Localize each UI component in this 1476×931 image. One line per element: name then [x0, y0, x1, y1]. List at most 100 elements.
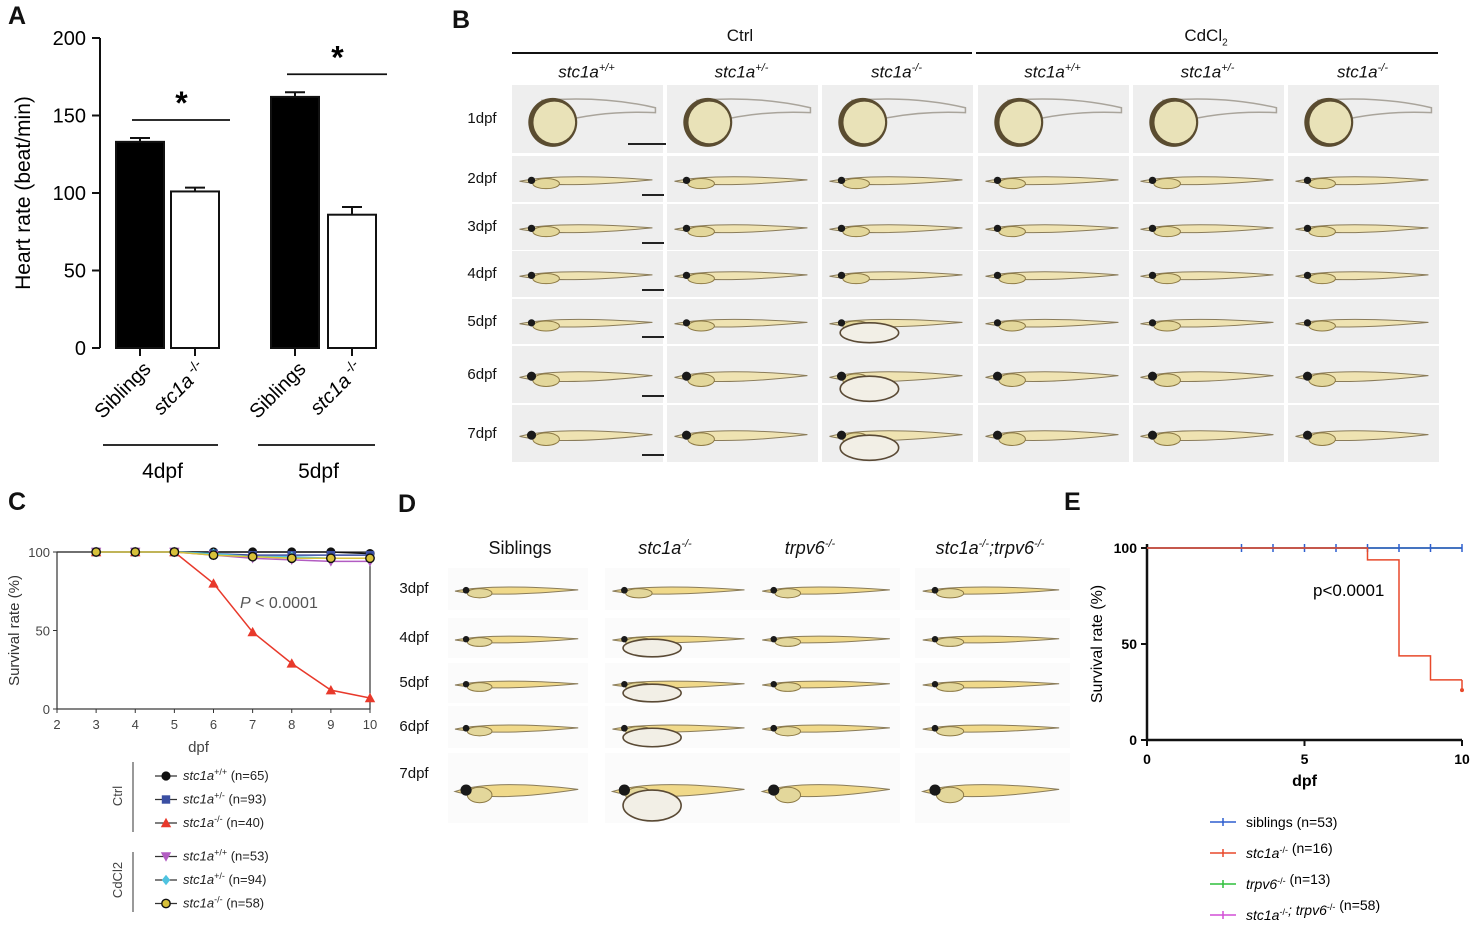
data-point: [161, 795, 171, 804]
embryo-image: [755, 753, 900, 823]
series-line: [96, 551, 370, 560]
embryo-image: [512, 85, 663, 153]
embryo-image: [978, 156, 1129, 202]
p-value-annotation: P < 0.0001: [240, 595, 318, 612]
embryo-image: [667, 346, 818, 403]
data-point: [208, 550, 219, 561]
embryo-image: [448, 618, 588, 658]
embryo-image: [755, 618, 900, 658]
scale-bar: [628, 143, 666, 145]
x-tick-label: stc1a -/-: [147, 356, 211, 420]
embryo-image: [512, 204, 663, 250]
x-tick-label: 0: [1143, 751, 1151, 767]
embryo-image: [1288, 85, 1439, 153]
embryo-image: [755, 706, 900, 748]
y-tick-label: 0: [1129, 732, 1137, 748]
embryo-image: [1288, 405, 1439, 462]
embryo-image: [1133, 156, 1284, 202]
group-label: 5dpf: [298, 460, 339, 483]
legend-label: stc1a+/- (n=94): [183, 871, 266, 887]
p-value-annotation: p<0.0001: [1313, 581, 1384, 600]
embryo-image: [512, 405, 663, 462]
y-tick-label: 150: [53, 106, 86, 128]
scale-bar: [642, 194, 664, 196]
data-point: [160, 852, 172, 862]
data-point: [247, 626, 258, 637]
embryo-image: [667, 299, 818, 344]
dpf-row-label: 5dpf: [399, 674, 429, 691]
embryo-image: [822, 346, 973, 403]
legend-label: stc1a-/- (n=16): [1246, 840, 1333, 861]
genotype-header: stc1a-/-: [870, 62, 923, 82]
embryo-image: [755, 663, 900, 703]
embryo-image: [822, 405, 973, 462]
embryo-image: [605, 618, 755, 658]
x-tick-label: 9: [327, 717, 334, 732]
embryo-image: [512, 346, 663, 403]
dpf-row-label: 6dpf: [399, 718, 429, 735]
embryo-image: [822, 299, 973, 344]
embryo-image: [1288, 251, 1439, 297]
genotype-header: stc1a+/-: [1180, 62, 1235, 82]
embryo-image: [915, 706, 1070, 748]
embryo-image: [605, 706, 755, 748]
y-axis-label: Heart rate (beat/min): [12, 96, 35, 290]
x-tick-label: 2: [53, 717, 60, 732]
embryo-image: [448, 753, 588, 823]
embryo-image: [1133, 299, 1284, 344]
embryo-image: [667, 85, 818, 153]
embryo-image: [978, 299, 1129, 344]
legend-label: stc1a+/+ (n=53): [183, 848, 269, 864]
legend-label: stc1a-/- (n=58): [183, 895, 264, 911]
embryo-image: [822, 251, 973, 297]
dpf-row-label: 7dpf: [467, 424, 497, 442]
legend-group-ctrl: Ctrl: [110, 786, 125, 806]
genotype-header: stc1a+/+: [558, 62, 615, 82]
data-point: [161, 898, 171, 909]
survival-line: [1147, 547, 1462, 681]
condition-cdcl2-header: CdCl2: [1184, 26, 1228, 49]
embryo-image: [667, 251, 818, 297]
bar: [115, 140, 165, 349]
data-point: [365, 553, 375, 564]
scale-bar: [642, 336, 664, 338]
embryo-image: [755, 568, 900, 610]
embryo-image: [978, 405, 1129, 462]
y-tick-label: 100: [53, 183, 86, 205]
bar: [170, 190, 220, 349]
legend-label: stc1a-/-; trpv6-/- (n=58): [1246, 897, 1380, 923]
column-header: stc1a-/-: [638, 538, 692, 558]
embryo-image: [978, 204, 1129, 250]
y-tick-label: 50: [36, 624, 50, 639]
x-tick-label: stc1a -/-: [304, 356, 368, 420]
x-tick-label: 5: [1301, 751, 1309, 767]
column-header: trpv6-/-: [784, 538, 836, 558]
panel-b-embryo-grid: Ctrl CdCl2 stc1a+/+ stc1a+/- stc1a-/- stc1a…: [467, 20, 1440, 465]
embryo-image: [605, 753, 755, 823]
data-point: [130, 547, 141, 557]
embryo-image: [605, 663, 755, 703]
embryo-image: [915, 753, 1070, 823]
data-point: [161, 874, 171, 886]
x-tick-label: 10: [363, 717, 377, 732]
legend-label: stc1a-/- (n=40): [183, 814, 264, 830]
legend-label: stc1a+/- (n=93): [183, 791, 266, 807]
x-tick-label: 3: [93, 717, 100, 732]
cdcl2-divider: [976, 52, 1438, 54]
column-header: Siblings: [488, 538, 552, 558]
bar: [327, 213, 377, 349]
embryo-image: [667, 204, 818, 250]
ctrl-divider: [512, 52, 972, 54]
y-tick-label: 100: [1114, 540, 1138, 556]
y-tick-label: 50: [1121, 636, 1137, 652]
genotype-header: stc1a+/+: [1024, 62, 1081, 82]
dpf-row-label: 4dpf: [467, 265, 497, 282]
x-tick-label: 5: [171, 717, 178, 732]
y-tick-label: 0: [43, 702, 50, 717]
legend-group-cdcl2: CdCl2: [110, 862, 125, 898]
panel-label-e: E: [1064, 488, 1081, 516]
scale-bar: [642, 395, 664, 397]
x-tick-label: Siblings: [90, 358, 155, 423]
x-axis-label: dpf: [188, 739, 210, 756]
embryo-image: [512, 299, 663, 344]
